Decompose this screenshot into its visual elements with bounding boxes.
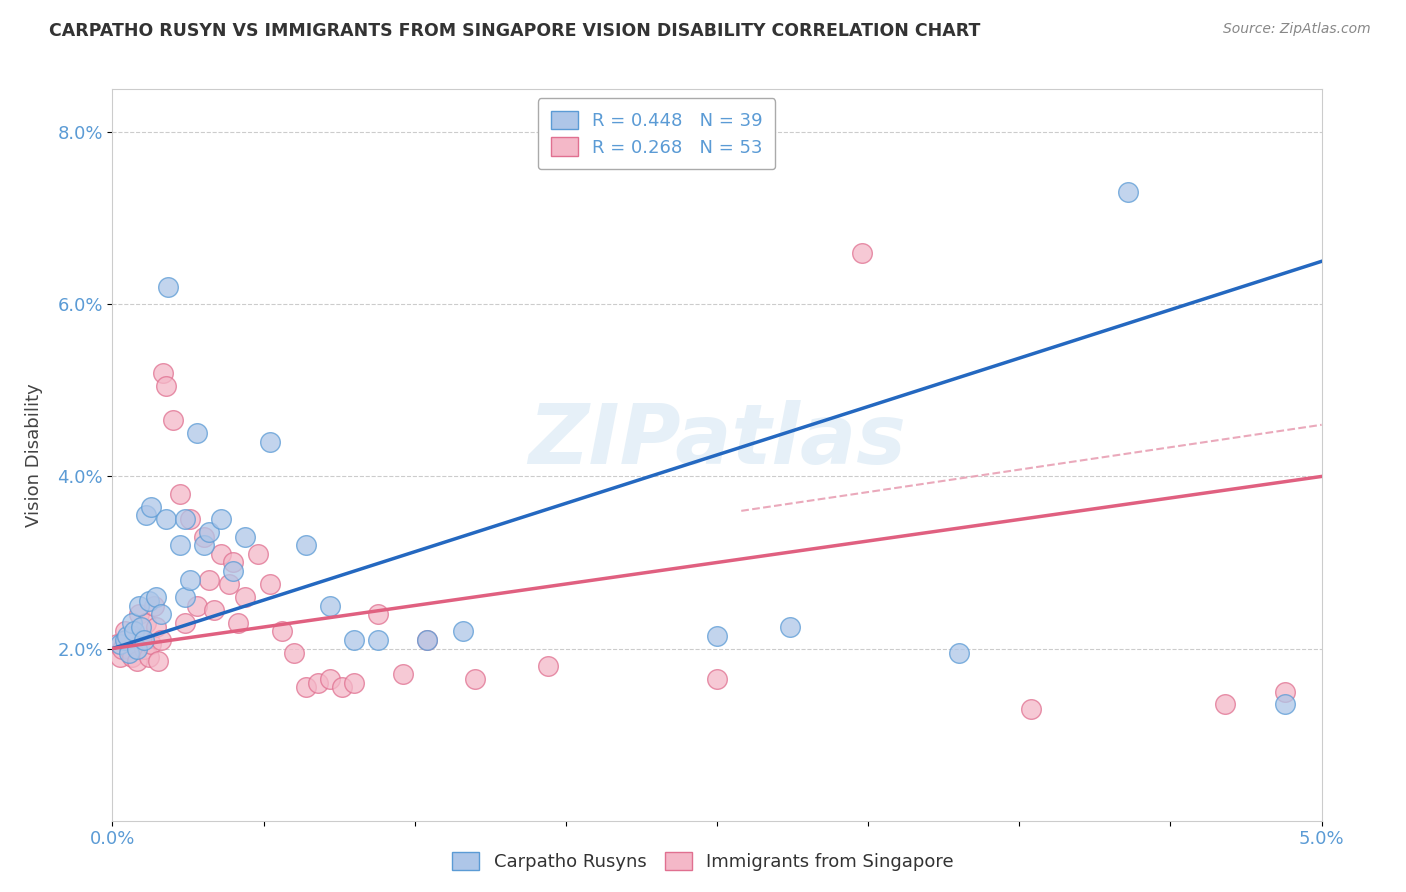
Point bbox=[330, 680, 353, 694]
Point bbox=[125, 641, 148, 656]
Point bbox=[174, 512, 197, 526]
Point bbox=[198, 525, 221, 540]
Point bbox=[246, 547, 269, 561]
Point bbox=[155, 379, 177, 393]
Point bbox=[138, 594, 160, 608]
Point bbox=[169, 538, 191, 552]
Point bbox=[128, 599, 150, 613]
Point bbox=[193, 530, 215, 544]
Point bbox=[259, 577, 281, 591]
Point bbox=[141, 500, 163, 514]
Point bbox=[179, 512, 201, 526]
Point bbox=[270, 624, 292, 639]
Point bbox=[451, 624, 474, 639]
Point bbox=[115, 632, 138, 647]
Legend: R = 0.448   N = 39, R = 0.268   N = 53: R = 0.448 N = 39, R = 0.268 N = 53 bbox=[538, 98, 775, 169]
Point bbox=[295, 538, 318, 552]
Point bbox=[416, 632, 439, 647]
Point bbox=[141, 637, 163, 651]
Point bbox=[319, 599, 342, 613]
Point bbox=[132, 632, 155, 647]
Point bbox=[1116, 186, 1139, 200]
Point bbox=[186, 599, 208, 613]
Point bbox=[174, 590, 197, 604]
Point bbox=[114, 624, 136, 639]
Point bbox=[157, 280, 180, 294]
Point bbox=[152, 366, 174, 380]
Point bbox=[118, 641, 141, 656]
Point bbox=[121, 615, 143, 630]
Point bbox=[235, 590, 257, 604]
Point bbox=[142, 599, 165, 613]
Point bbox=[235, 530, 257, 544]
Point bbox=[121, 650, 143, 665]
Point bbox=[105, 637, 128, 651]
Point bbox=[162, 413, 184, 427]
Point bbox=[343, 676, 366, 690]
Point bbox=[148, 655, 170, 669]
Point bbox=[226, 615, 249, 630]
Point bbox=[131, 632, 153, 647]
Point bbox=[367, 607, 389, 621]
Point bbox=[307, 676, 329, 690]
Point bbox=[779, 620, 801, 634]
Point bbox=[391, 667, 413, 681]
Point bbox=[138, 650, 160, 665]
Point bbox=[122, 629, 145, 643]
Point bbox=[149, 632, 172, 647]
Point bbox=[1274, 698, 1296, 712]
Point bbox=[319, 672, 342, 686]
Point bbox=[179, 573, 201, 587]
Point bbox=[131, 620, 153, 634]
Point bbox=[209, 512, 232, 526]
Point bbox=[1021, 702, 1043, 716]
Point bbox=[283, 646, 305, 660]
Point bbox=[145, 620, 167, 634]
Point bbox=[108, 650, 131, 665]
Point bbox=[135, 508, 157, 523]
Point bbox=[149, 607, 172, 621]
Point bbox=[193, 538, 215, 552]
Point bbox=[132, 641, 155, 656]
Point bbox=[209, 547, 232, 561]
Point bbox=[145, 590, 167, 604]
Point bbox=[114, 632, 136, 647]
Point bbox=[111, 641, 134, 656]
Text: Source: ZipAtlas.com: Source: ZipAtlas.com bbox=[1223, 22, 1371, 37]
Point bbox=[118, 646, 141, 660]
Point bbox=[367, 632, 389, 647]
Point bbox=[851, 245, 873, 260]
Point bbox=[122, 624, 145, 639]
Text: CARPATHO RUSYN VS IMMIGRANTS FROM SINGAPORE VISION DISABILITY CORRELATION CHART: CARPATHO RUSYN VS IMMIGRANTS FROM SINGAP… bbox=[49, 22, 980, 40]
Point bbox=[706, 672, 728, 686]
Point bbox=[259, 435, 281, 450]
Y-axis label: Vision Disability: Vision Disability bbox=[25, 383, 44, 527]
Point bbox=[1213, 698, 1236, 712]
Point bbox=[218, 577, 240, 591]
Point bbox=[948, 646, 970, 660]
Legend: Carpatho Rusyns, Immigrants from Singapore: Carpatho Rusyns, Immigrants from Singapo… bbox=[446, 845, 960, 879]
Point bbox=[125, 655, 148, 669]
Point bbox=[343, 632, 366, 647]
Point bbox=[169, 486, 191, 500]
Point bbox=[108, 637, 131, 651]
Point bbox=[128, 607, 150, 621]
Point bbox=[155, 512, 177, 526]
Point bbox=[706, 629, 728, 643]
Point bbox=[222, 556, 245, 570]
Point bbox=[1274, 684, 1296, 698]
Point bbox=[537, 658, 560, 673]
Point bbox=[202, 603, 225, 617]
Point bbox=[174, 615, 197, 630]
Text: ZIPatlas: ZIPatlas bbox=[529, 400, 905, 481]
Point bbox=[464, 672, 486, 686]
Point bbox=[295, 680, 318, 694]
Point bbox=[186, 426, 208, 441]
Point bbox=[222, 564, 245, 578]
Point bbox=[416, 632, 439, 647]
Point bbox=[115, 629, 138, 643]
Point bbox=[135, 615, 157, 630]
Point bbox=[198, 573, 221, 587]
